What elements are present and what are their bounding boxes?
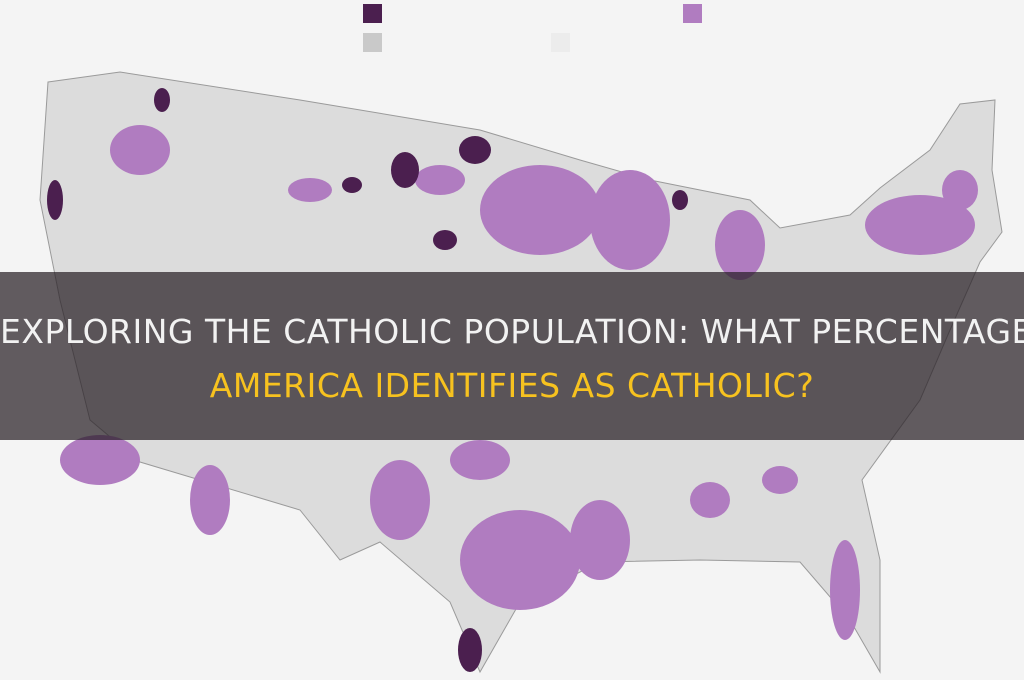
title-line: AMERICA IDENTIFIES AS CATHOLIC? [209, 366, 815, 405]
light-regions [60, 125, 978, 640]
legend-swatch [363, 33, 382, 52]
legend-swatch [551, 33, 570, 52]
title-line: EXPLORING THE CATHOLIC POPULATION: WHAT … [0, 312, 1024, 351]
legend-swatch [363, 4, 382, 23]
title-band [0, 272, 1024, 440]
dark-regions [47, 88, 688, 672]
legend-swatch [683, 4, 702, 23]
